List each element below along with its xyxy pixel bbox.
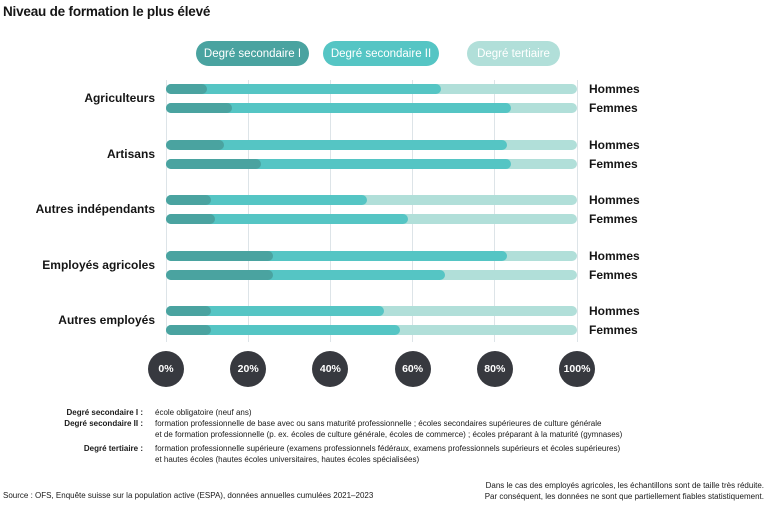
segment-degre-secondaire-i bbox=[166, 270, 273, 280]
segment-degre-secondaire-ii bbox=[166, 84, 442, 94]
bar-agriculteurs-hommes bbox=[166, 84, 577, 94]
gridline-60 bbox=[412, 80, 414, 342]
footnote-term-degre-secondaire-ii: Degré secondaire II : bbox=[64, 419, 143, 428]
reliability-note: Dans le cas des employés agricoles, les … bbox=[485, 480, 764, 502]
footnote-term-degre-tertiaire: Degré tertiaire : bbox=[83, 444, 143, 453]
gridline-80 bbox=[494, 80, 496, 342]
legend-pill-degre-secondaire-i[interactable]: Degré secondaire I bbox=[196, 41, 309, 66]
source-text: Source : OFS, Enquête suisse sur la popu… bbox=[3, 491, 374, 500]
bar-autres-employes-femmes bbox=[166, 325, 577, 335]
segment-degre-secondaire-ii bbox=[166, 103, 512, 113]
footnote-line: et hautes écoles (hautes écoles universi… bbox=[155, 455, 420, 464]
legend-pill-degre-secondaire-ii[interactable]: Degré secondaire II bbox=[323, 41, 439, 66]
footnote-line: formation professionnelle de base avec o… bbox=[155, 419, 602, 428]
category-label-agriculteurs: Agriculteurs bbox=[84, 91, 155, 105]
bar-agriculteurs-femmes bbox=[166, 103, 577, 113]
page-title: Niveau de formation le plus élevé bbox=[3, 4, 211, 19]
gender-label-femmes: Femmes bbox=[589, 101, 638, 115]
axis-tick-60: 60% bbox=[394, 351, 431, 387]
axis-tick-0: 0% bbox=[148, 351, 184, 387]
footnote-line: école obligatoire (neuf ans) bbox=[155, 408, 252, 417]
gridline-100 bbox=[576, 80, 578, 342]
gender-label-hommes: Hommes bbox=[589, 304, 640, 318]
footnote-line: formation professionnelle supérieure (ex… bbox=[155, 444, 621, 453]
segment-degre-secondaire-ii bbox=[166, 140, 508, 150]
footnote-description: formation professionnelle supérieure (ex… bbox=[155, 443, 755, 465]
segment-degre-secondaire-i bbox=[166, 195, 212, 205]
segment-degre-secondaire-ii bbox=[166, 325, 401, 335]
bar-autres-independants-hommes bbox=[166, 195, 577, 205]
footnote-description: formation professionnelle de base avec o… bbox=[155, 418, 755, 440]
bar-employes-agricoles-femmes bbox=[166, 270, 577, 280]
segment-degre-secondaire-ii bbox=[166, 270, 446, 280]
bar-artisans-femmes bbox=[166, 159, 577, 169]
segment-degre-secondaire-ii bbox=[166, 195, 368, 205]
gridline-20 bbox=[247, 80, 249, 342]
bar-autres-independants-femmes bbox=[166, 214, 577, 224]
gender-label-hommes: Hommes bbox=[589, 82, 640, 96]
gender-label-femmes: Femmes bbox=[589, 323, 638, 337]
gridline-0 bbox=[165, 80, 167, 342]
segment-degre-secondaire-i bbox=[166, 306, 212, 316]
footnote-term-degre-secondaire-i: Degré secondaire I : bbox=[66, 408, 143, 417]
category-label-autres-employes: Autres employés bbox=[58, 313, 155, 327]
axis-tick-100: 100% bbox=[559, 351, 595, 387]
segment-degre-secondaire-ii bbox=[166, 306, 384, 316]
note-line: Par conséquent, les données ne sont que … bbox=[484, 492, 764, 501]
category-label-employes-agricoles: Employés agricoles bbox=[42, 258, 155, 272]
segment-degre-secondaire-i bbox=[166, 251, 273, 261]
segment-degre-secondaire-i bbox=[166, 140, 224, 150]
bar-artisans-hommes bbox=[166, 140, 577, 150]
segment-degre-secondaire-i bbox=[166, 214, 216, 224]
bar-autres-employes-hommes bbox=[166, 306, 577, 316]
axis-tick-20: 20% bbox=[230, 351, 267, 387]
gender-label-hommes: Hommes bbox=[589, 249, 640, 263]
gender-label-femmes: Femmes bbox=[589, 268, 638, 282]
gender-label-femmes: Femmes bbox=[589, 212, 638, 226]
segment-degre-secondaire-i bbox=[166, 325, 212, 335]
note-line: Dans le cas des employés agricoles, les … bbox=[485, 481, 764, 490]
segment-degre-secondaire-ii bbox=[166, 251, 508, 261]
gender-label-hommes: Hommes bbox=[589, 138, 640, 152]
footnote-line: et de formation professionnelle (p. ex. … bbox=[155, 430, 623, 439]
segment-degre-secondaire-ii bbox=[166, 159, 512, 169]
segment-degre-secondaire-i bbox=[166, 159, 261, 169]
category-label-autres-independants: Autres indépendants bbox=[35, 202, 155, 216]
axis-tick-40: 40% bbox=[312, 351, 349, 387]
gender-label-hommes: Hommes bbox=[589, 193, 640, 207]
segment-degre-secondaire-ii bbox=[166, 214, 409, 224]
gender-label-femmes: Femmes bbox=[589, 157, 638, 171]
segment-degre-secondaire-i bbox=[166, 103, 232, 113]
legend-pill-degre-tertiaire[interactable]: Degré tertiaire bbox=[467, 41, 560, 66]
bar-employes-agricoles-hommes bbox=[166, 251, 577, 261]
segment-degre-secondaire-i bbox=[166, 84, 208, 94]
footnote-description: école obligatoire (neuf ans) bbox=[155, 407, 755, 418]
gridline-40 bbox=[329, 80, 331, 342]
axis-tick-80: 80% bbox=[476, 351, 513, 387]
category-label-artisans: Artisans bbox=[106, 147, 155, 161]
